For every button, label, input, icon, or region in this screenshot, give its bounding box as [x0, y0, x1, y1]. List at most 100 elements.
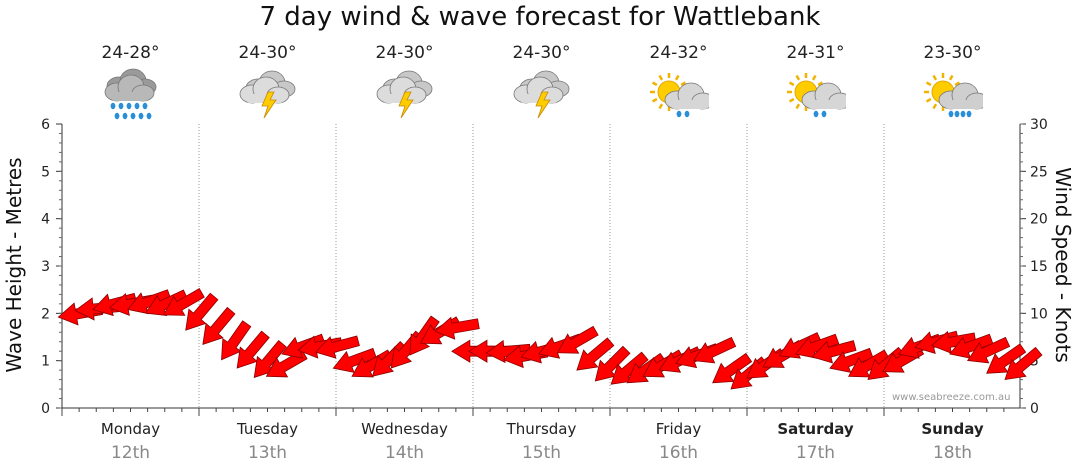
y-left-tick-label: 0: [41, 401, 50, 417]
y-axis-left-label: Wave Height - Metres: [2, 157, 26, 373]
wind-arrow: [829, 347, 874, 373]
wind-arrow: [867, 346, 906, 381]
wind-arrow: [658, 346, 702, 373]
wind-arrow: [185, 292, 219, 331]
storm-cloud-icon: [375, 68, 435, 123]
y-left-tick-label: 2: [41, 306, 50, 322]
day-date-label: 12th: [110, 443, 151, 463]
day-date-label: 14th: [384, 443, 425, 463]
wind-arrow: [594, 345, 631, 382]
wind-arrow: [281, 333, 326, 359]
wind-arrow: [762, 340, 805, 368]
sun-cloud-showers-icon: [649, 68, 714, 123]
sun-cloud-showers-icon: [786, 68, 851, 123]
wind-arrow: [692, 336, 737, 364]
wind-arrow: [520, 340, 566, 364]
day-date-label: 18th: [932, 443, 973, 463]
day-temperature: 24-31°: [786, 43, 845, 63]
wind-arrow: [811, 340, 857, 364]
y-left-tick-label: 3: [41, 259, 50, 275]
wind-arrow: [265, 349, 308, 378]
wind-arrow: [538, 333, 583, 359]
wind-arrow: [626, 352, 667, 384]
y-right-tick-label: 30: [1030, 117, 1048, 133]
wind-arrow: [485, 339, 531, 364]
wind-arrow: [92, 292, 138, 317]
wind-arrow: [451, 339, 497, 363]
wind-arrow: [897, 333, 943, 359]
rain-cloud-icon: [101, 68, 161, 123]
wind-arrow-series: [57, 287, 1043, 390]
wind-arrow: [434, 316, 480, 340]
wind-arrow: [794, 333, 840, 359]
day-date-label: 17th: [795, 443, 836, 463]
wind-arrow: [419, 316, 462, 345]
wind-arrow: [74, 297, 120, 321]
y-right-tick-label: 20: [1030, 212, 1048, 228]
wind-arrow: [556, 325, 599, 354]
day-temperature: 24-30°: [375, 43, 434, 63]
storm-cloud-icon: [238, 68, 298, 123]
wind-arrow: [930, 330, 977, 354]
wind-arrow: [236, 330, 270, 369]
wind-arrow: [576, 337, 615, 371]
wind-arrow: [468, 339, 514, 363]
wind-arrow: [949, 333, 994, 359]
y-axis-right-label: Wind Speed - Knots: [1051, 167, 1075, 363]
wind-arrow: [966, 336, 1011, 364]
y-right-tick-label: 25: [1030, 164, 1048, 180]
wind-arrow: [202, 306, 236, 345]
wind-arrow: [390, 330, 424, 369]
wind-arrow: [914, 330, 960, 354]
wind-arrow: [314, 335, 360, 359]
y-right-tick-label: 15: [1030, 259, 1048, 275]
day-temperature: 24-30°: [512, 43, 571, 63]
wind-arrow: [57, 302, 103, 326]
wind-arrow: [610, 351, 649, 385]
day-temperature: 24-28°: [101, 43, 160, 63]
wind-arrow: [848, 349, 890, 378]
storm-cloud-icon: [512, 68, 572, 123]
day-date-label: 15th: [521, 443, 562, 463]
wind-arrow: [127, 289, 172, 315]
wind-arrow: [712, 352, 753, 384]
wind-arrow: [221, 320, 252, 361]
day-name-label: Sunday: [921, 420, 984, 438]
wind-arrow: [351, 349, 394, 378]
sun-cloud-rain-icon: [923, 68, 988, 123]
day-name-label: Tuesday: [236, 420, 299, 438]
wind-arrow: [882, 344, 925, 373]
watermark: www.seabreeze.com.au: [892, 392, 1011, 403]
day-date-label: 16th: [658, 443, 699, 463]
y-right-tick-label: 0: [1030, 401, 1039, 417]
y-left-tick-label: 6: [41, 117, 50, 133]
day-temperature: 24-30°: [238, 43, 297, 63]
wind-arrow: [778, 332, 822, 359]
wind-arrow: [372, 341, 408, 377]
wind-arrow: [986, 343, 1027, 374]
day-temperature: 23-30°: [923, 43, 982, 63]
wind-arrow: [730, 356, 769, 390]
wind-arrow: [144, 289, 189, 317]
wind-arrow: [642, 349, 685, 378]
day-name-label: Saturday: [777, 420, 854, 438]
y-left-tick-label: 4: [41, 212, 50, 228]
y-right-tick-label: 5: [1030, 354, 1039, 370]
day-name-label: Friday: [655, 420, 702, 438]
wind-arrow: [108, 292, 155, 317]
wind-arrow: [253, 340, 287, 379]
wind-arrow: [746, 348, 787, 379]
day-date-label: 13th: [247, 443, 288, 463]
wind-arrow: [409, 315, 440, 356]
day-temperature: 24-32°: [649, 43, 708, 63]
wind-arrow: [502, 345, 549, 369]
wind-arrow: [163, 287, 205, 316]
y-left-tick-label: 1: [41, 354, 50, 370]
chart-title: 7 day wind & wave forecast for Wattleban…: [259, 2, 821, 32]
wind-arrow: [675, 343, 720, 369]
day-name-label: Wednesday: [361, 420, 448, 438]
wind-arrow: [1004, 346, 1043, 381]
y-left-tick-label: 5: [41, 164, 50, 180]
wind-arrow: [297, 335, 343, 359]
wind-arrow: [332, 347, 377, 373]
